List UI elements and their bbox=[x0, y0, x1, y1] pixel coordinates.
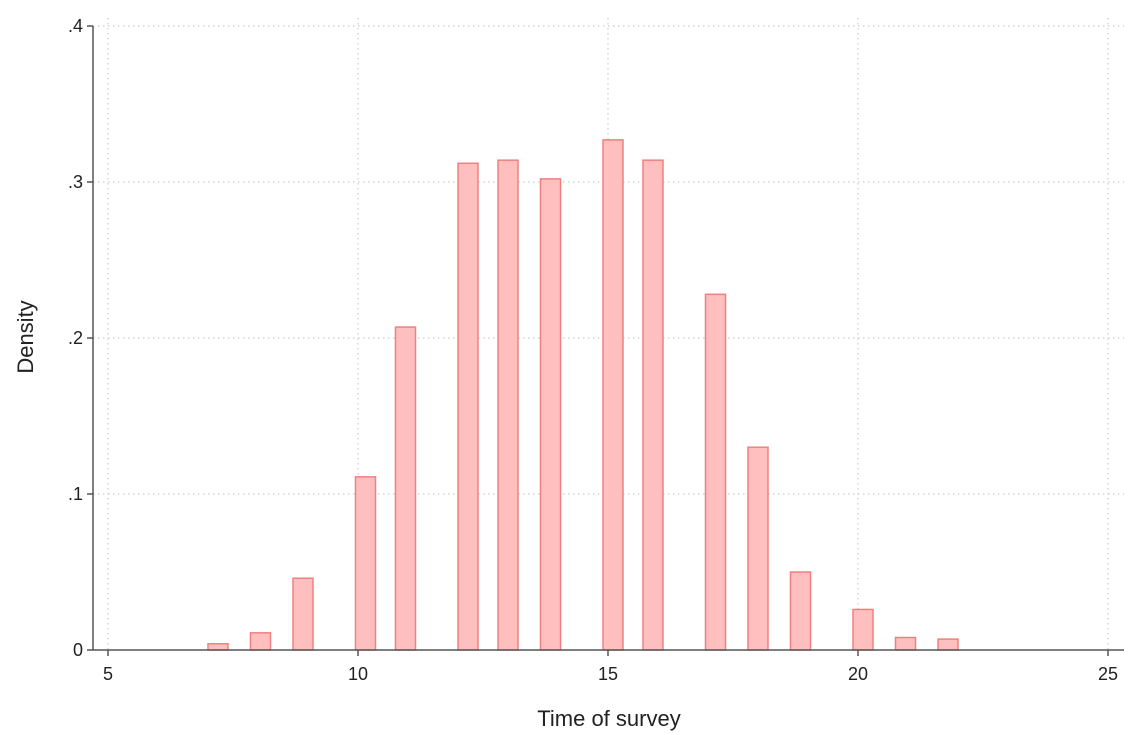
histogram-bar bbox=[539, 178, 562, 651]
y-tick-label: .4 bbox=[68, 16, 83, 36]
y-tick-label: .3 bbox=[68, 172, 83, 192]
histogram-bar bbox=[394, 326, 417, 651]
y-axis-ticks: 0 .1 .2 .3 .4 bbox=[68, 16, 93, 660]
histogram-bar bbox=[747, 446, 769, 651]
x-tick-label: 10 bbox=[348, 664, 368, 684]
histogram-bar bbox=[457, 162, 479, 651]
y-tick-label: .2 bbox=[68, 328, 83, 348]
histogram-bar bbox=[852, 608, 874, 651]
histogram-bar bbox=[602, 139, 624, 651]
histogram-bar bbox=[354, 476, 377, 651]
histogram-bar bbox=[207, 643, 229, 651]
histogram-bar bbox=[292, 577, 314, 651]
y-tick-label: 0 bbox=[73, 640, 83, 660]
x-tick-label: 5 bbox=[103, 664, 113, 684]
histogram-bar bbox=[789, 571, 812, 651]
histogram-bar bbox=[249, 632, 272, 651]
histogram-bar bbox=[704, 293, 727, 651]
histogram-bar bbox=[894, 636, 917, 651]
x-axis-title: Time of survey bbox=[537, 706, 680, 731]
histogram-bar bbox=[937, 638, 959, 651]
y-axis-title: Density bbox=[13, 300, 38, 373]
y-tick-label: .1 bbox=[68, 484, 83, 504]
x-tick-label: 20 bbox=[848, 664, 868, 684]
x-tick-label: 15 bbox=[598, 664, 618, 684]
histogram-bar bbox=[497, 159, 519, 651]
x-tick-label: 25 bbox=[1098, 664, 1118, 684]
bars bbox=[207, 139, 959, 651]
x-axis-ticks: 5 10 15 20 25 bbox=[103, 650, 1118, 684]
histogram-bar bbox=[642, 159, 664, 651]
